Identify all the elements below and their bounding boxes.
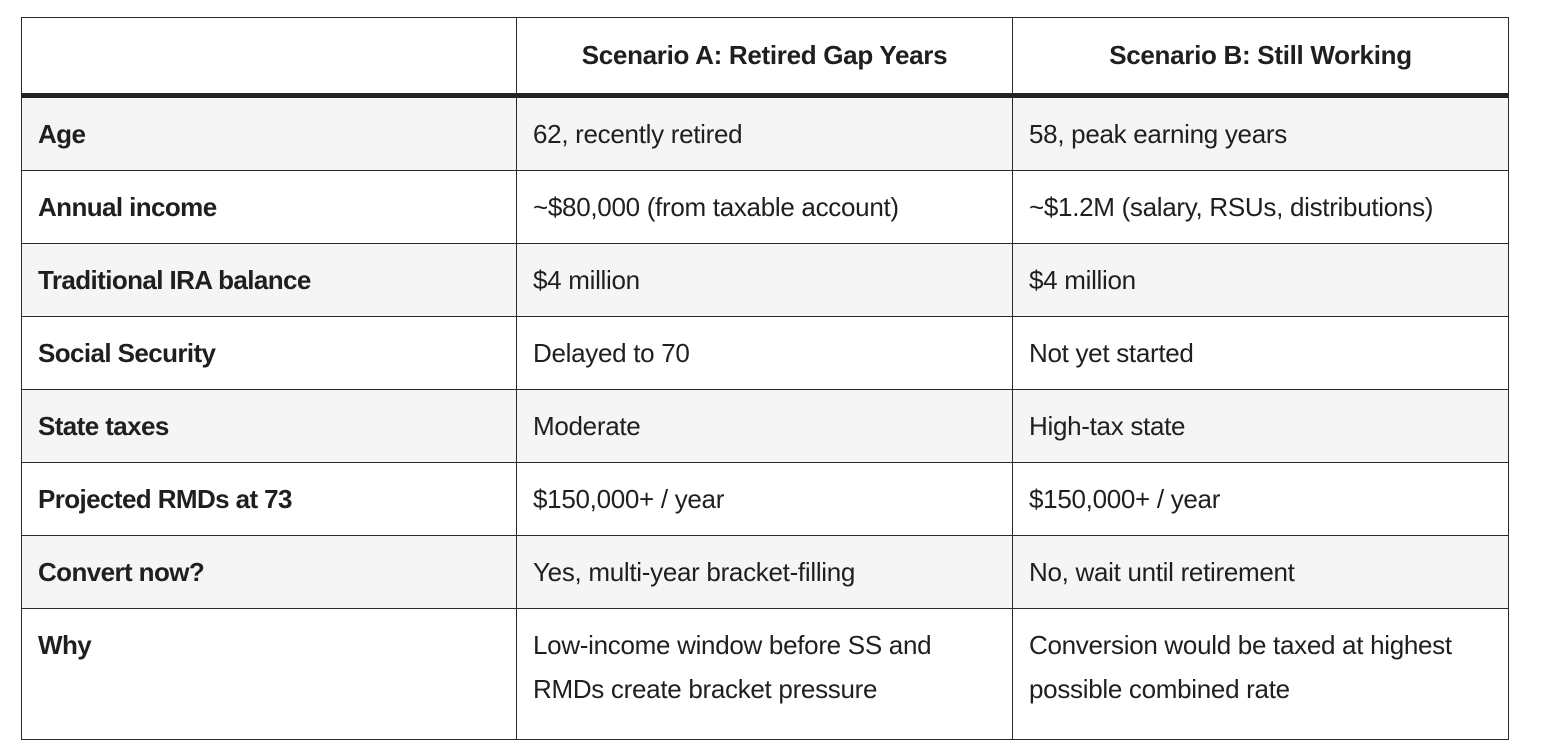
table-row-state-taxes: State taxes Moderate High-tax state	[21, 389, 1509, 463]
scenario-b-cell: 58, peak earning years	[1012, 95, 1509, 171]
scenario-b-cell: $4 million	[1012, 243, 1509, 317]
scenario-a-cell: Moderate	[516, 389, 1013, 463]
scenario-b-cell: High-tax state	[1012, 389, 1509, 463]
scenario-b-cell: $150,000+ / year	[1012, 462, 1509, 536]
row-label: Projected RMDs at 73	[21, 462, 517, 536]
row-label: Annual income	[21, 170, 517, 244]
row-label: Social Security	[21, 316, 517, 390]
header-scenario-b: Scenario B: Still Working	[1012, 17, 1509, 98]
table-row-why: Why Low-income window before SS and RMDs…	[21, 608, 1509, 740]
row-label: Why	[21, 608, 517, 740]
scenario-b-cell: Conversion would be taxed at highest pos…	[1012, 608, 1509, 740]
header-scenario-a: Scenario A: Retired Gap Years	[516, 17, 1013, 98]
scenario-a-cell: Delayed to 70	[516, 316, 1013, 390]
scenario-a-cell: $4 million	[516, 243, 1013, 317]
scenario-b-cell: Not yet started	[1012, 316, 1509, 390]
table-body: Age 62, recently retired 58, peak earnin…	[21, 95, 1509, 740]
scenario-a-cell: 62, recently retired	[516, 95, 1013, 171]
row-label: Traditional IRA balance	[21, 243, 517, 317]
scenario-b-cell: ~$1.2M (salary, RSUs, distributions)	[1012, 170, 1509, 244]
header-row: Scenario A: Retired Gap Years Scenario B…	[21, 17, 1509, 98]
scenario-a-cell: $150,000+ / year	[516, 462, 1013, 536]
table-row-ira-balance: Traditional IRA balance $4 million $4 mi…	[21, 243, 1509, 317]
comparison-table-container: Scenario A: Retired Gap Years Scenario B…	[21, 17, 1509, 740]
scenario-a-cell: Yes, multi-year bracket-filling	[516, 535, 1013, 609]
table-row-age: Age 62, recently retired 58, peak earnin…	[21, 95, 1509, 171]
table-row-convert-now: Convert now? Yes, multi-year bracket-fil…	[21, 535, 1509, 609]
row-label: Age	[21, 95, 517, 171]
row-label: State taxes	[21, 389, 517, 463]
table-row-projected-rmds: Projected RMDs at 73 $150,000+ / year $1…	[21, 462, 1509, 536]
scenario-comparison-table: Scenario A: Retired Gap Years Scenario B…	[21, 17, 1509, 740]
scenario-a-cell: Low-income window before SS and RMDs cre…	[516, 608, 1013, 740]
table-header: Scenario A: Retired Gap Years Scenario B…	[21, 17, 1509, 98]
header-empty-cell	[21, 17, 517, 98]
scenario-a-cell: ~$80,000 (from taxable account)	[516, 170, 1013, 244]
row-label: Convert now?	[21, 535, 517, 609]
table-row-social-security: Social Security Delayed to 70 Not yet st…	[21, 316, 1509, 390]
table-row-annual-income: Annual income ~$80,000 (from taxable acc…	[21, 170, 1509, 244]
scenario-b-cell: No, wait until retirement	[1012, 535, 1509, 609]
